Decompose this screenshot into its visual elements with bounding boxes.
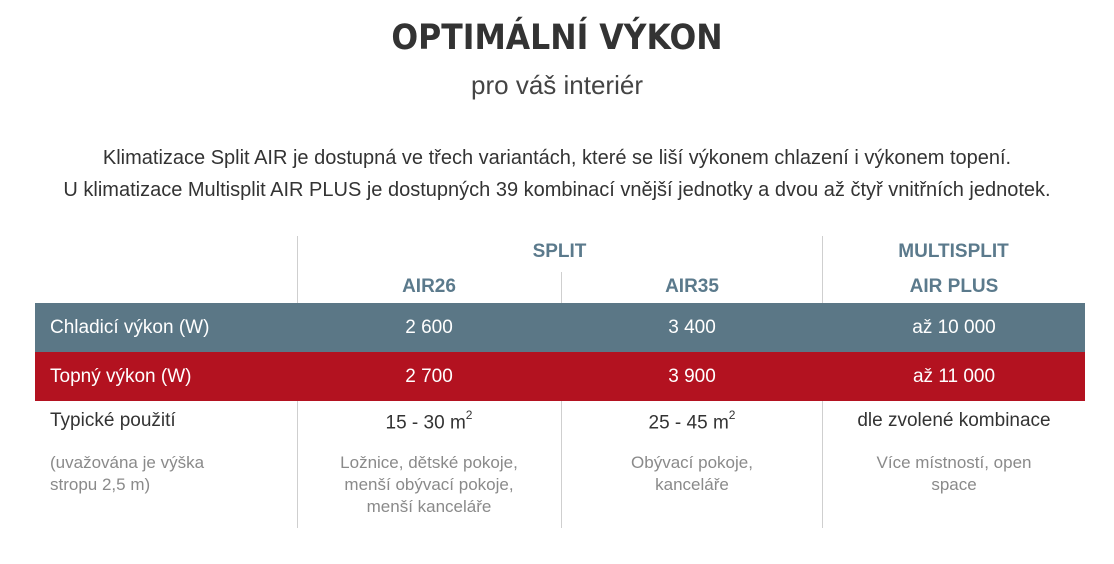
usage-air26-value: 15 - 30 m [385,412,466,434]
cooling-air-plus: až 10 000 [912,317,996,338]
usage-air35-note: Obývací pokoje, kanceláře [561,452,823,496]
usage-air-plus: dle zvolené kombinace [857,410,1051,431]
usage-air35: 25 - 45 m2 [561,408,823,434]
usage-air35-note-line: kanceláře [655,475,729,494]
usage-air26-unit-exponent: 2 [465,408,473,422]
page-title: OPTIMÁLNÍ VÝKON [391,18,723,58]
usage-air26-note: Ložnice, dětské pokoje, menší obývací po… [297,452,561,518]
usage-label-note-line: stropu 2,5 m) [50,475,151,494]
usage-label: Typické použití [50,410,176,431]
heating-air26: 2 700 [405,366,453,387]
usage-air35-unit-exponent: 2 [728,408,736,422]
group-header-multisplit: MULTISPLIT [898,241,1009,262]
model-header-air26: AIR26 [402,276,456,297]
cooling-air26: 2 600 [405,317,453,338]
heating-air35: 3 900 [668,366,716,387]
heating-row: Topný výkon (W) 2 700 3 900 až 11 000 [35,352,1085,401]
heating-label: Topný výkon (W) [50,366,192,387]
group-header-split: SPLIT [532,241,587,262]
model-header-air-plus: AIR PLUS [909,276,999,297]
heating-air-plus: až 11 000 [912,366,996,387]
intro-line-2: U klimatizace Multisplit AIR PLUS je dos… [63,179,1051,201]
usage-air26-note-line: Ložnice, dětské pokoje, [340,453,518,472]
usage-air35-value: 25 - 45 m [648,412,729,434]
page-subtitle: pro váš interiér [471,70,643,100]
usage-air-plus-note-line: Více místností, open [876,453,1032,472]
comparison-table: SPLIT MULTISPLIT AIR26 AIR35 AIR PLUS Ch… [35,236,1085,528]
usage-air26: 15 - 30 m2 [297,408,561,434]
usage-air26-note-line: menší kanceláře [366,497,492,516]
cooling-row: Chladicí výkon (W) 2 600 3 400 až 10 000 [35,303,1085,352]
cooling-air35: 3 400 [668,317,716,338]
usage-air26-note-line: menší obývací pokoje, [344,475,514,494]
usage-air35-note-line: Obývací pokoje, [631,453,753,472]
model-header-air35: AIR35 [665,276,719,297]
usage-label-note: (uvažována je výška stropu 2,5 m) [50,452,204,496]
intro-text: Klimatizace Split AIR je dostupná ve tře… [0,142,1114,206]
cooling-label: Chladicí výkon (W) [50,317,210,338]
usage-air-plus-note: Více místností, open space [823,452,1085,496]
intro-line-1: Klimatizace Split AIR je dostupná ve tře… [102,147,1012,169]
usage-air-plus-note-line: space [931,475,977,494]
usage-label-note-line: (uvažována je výška [50,453,205,472]
